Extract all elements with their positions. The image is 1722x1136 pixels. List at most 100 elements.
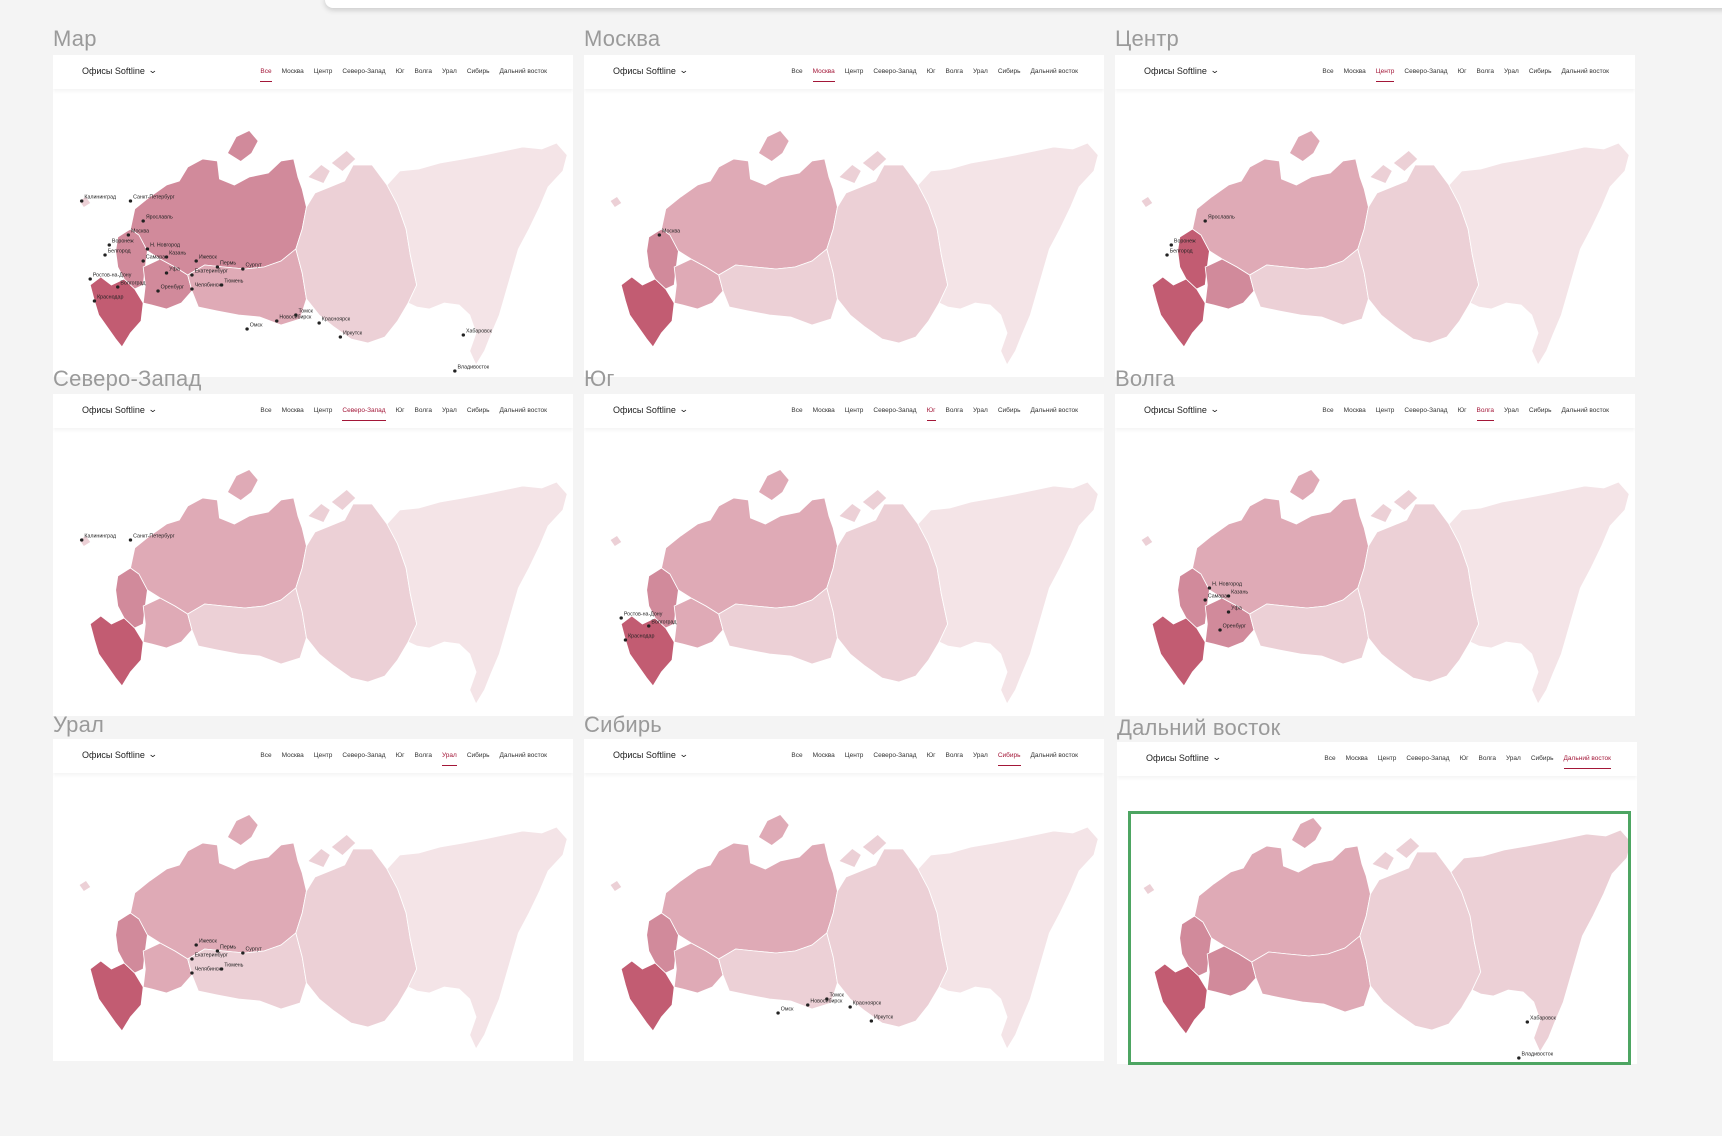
tab-region[interactable]: Волга — [414, 752, 432, 759]
offices-dropdown[interactable]: Офисы Softline ⌄ — [613, 404, 689, 415]
city-marker[interactable] — [190, 287, 194, 291]
tab-region[interactable]: Северо-Запад — [873, 407, 917, 414]
tab-region[interactable]: Юг — [1459, 755, 1469, 762]
tab-region[interactable]: Волга — [414, 407, 432, 414]
tab-region[interactable]: Сибирь — [997, 407, 1021, 414]
tab-region[interactable]: Юг — [926, 407, 936, 421]
city-marker[interactable] — [190, 957, 194, 961]
tab-region[interactable]: Урал — [441, 407, 457, 414]
offices-dropdown[interactable]: Офисы Softline ⌄ — [82, 65, 158, 76]
city-marker[interactable] — [156, 289, 160, 293]
city-marker[interactable] — [80, 538, 84, 542]
tab-region[interactable]: Все — [791, 68, 803, 75]
city-marker[interactable] — [128, 538, 133, 542]
tab-region[interactable]: Москва — [1343, 68, 1366, 75]
city-marker[interactable] — [825, 997, 829, 1001]
map-region[interactable] — [620, 615, 675, 687]
map-region[interactable] — [661, 158, 838, 276]
city-marker[interactable] — [103, 253, 107, 257]
city-marker[interactable] — [848, 1005, 852, 1009]
map-region[interactable] — [89, 615, 144, 687]
tab-region[interactable]: Центр — [1377, 755, 1397, 762]
tab-region[interactable]: Урал — [1503, 407, 1519, 414]
offices-dropdown[interactable]: Офисы Softline ⌄ — [1144, 404, 1220, 415]
tab-region[interactable]: Центр — [1375, 68, 1394, 82]
tab-region[interactable]: Центр — [313, 752, 333, 759]
city-marker[interactable] — [215, 265, 220, 269]
city-marker[interactable] — [194, 259, 198, 263]
city-marker[interactable] — [1169, 243, 1173, 247]
tab-region[interactable]: Сибирь — [1528, 407, 1552, 414]
city-marker[interactable] — [219, 283, 224, 287]
tab-region[interactable]: Центр — [1375, 407, 1395, 414]
tab-region[interactable]: Центр — [844, 752, 864, 759]
tab-region[interactable]: Юг — [395, 68, 405, 75]
tab-region[interactable]: Дальний восток — [1563, 755, 1612, 769]
tab-region[interactable]: Дальний восток — [1030, 752, 1078, 759]
tab-region[interactable]: Москва — [812, 68, 836, 82]
tab-region[interactable]: Сибирь — [466, 752, 490, 759]
city-marker[interactable] — [92, 299, 97, 303]
map-region[interactable] — [386, 826, 568, 1050]
city-marker[interactable] — [869, 1019, 874, 1023]
map-region[interactable] — [130, 842, 307, 960]
city-marker[interactable] — [294, 313, 298, 317]
tab-region[interactable]: Все — [260, 407, 272, 414]
map-region[interactable] — [130, 158, 307, 276]
tab-region[interactable]: Юг — [395, 407, 405, 414]
tab-region[interactable]: Все — [791, 752, 803, 759]
tab-region[interactable]: Сибирь — [1528, 68, 1552, 75]
tab-region[interactable]: Урал — [972, 68, 988, 75]
tab-region[interactable]: Северо-Запад — [1404, 407, 1448, 414]
tab-region[interactable]: Юг — [926, 752, 936, 759]
tab-region[interactable]: Юг — [1457, 68, 1467, 75]
tab-region[interactable]: Волга — [414, 68, 432, 75]
tab-region[interactable]: Сибирь — [997, 752, 1021, 766]
tab-region[interactable]: Северо-Запад — [342, 68, 386, 75]
tab-region[interactable]: Дальний восток — [1030, 68, 1078, 75]
map-region[interactable] — [1151, 615, 1206, 687]
tab-region[interactable]: Москва — [1345, 755, 1368, 762]
tab-region[interactable]: Центр — [844, 407, 864, 414]
city-marker[interactable] — [275, 319, 279, 323]
offices-dropdown[interactable]: Офисы Softline ⌄ — [1146, 752, 1222, 763]
tab-region[interactable]: Центр — [313, 68, 333, 75]
tab-region[interactable]: Юг — [395, 752, 405, 759]
city-marker[interactable] — [245, 327, 249, 331]
city-marker[interactable] — [623, 638, 628, 642]
city-marker[interactable] — [776, 1011, 780, 1015]
map-region[interactable] — [1450, 829, 1632, 1053]
city-marker[interactable] — [241, 267, 245, 271]
map-region[interactable] — [1194, 845, 1371, 963]
map-region[interactable] — [1151, 276, 1206, 348]
tab-region[interactable]: Дальний восток — [1561, 68, 1609, 75]
tab-region[interactable]: Волга — [1476, 68, 1494, 75]
city-marker[interactable] — [190, 273, 194, 277]
city-marker[interactable] — [194, 943, 198, 947]
map-region[interactable] — [917, 826, 1099, 1050]
map-region[interactable] — [917, 142, 1099, 366]
map-region[interactable] — [620, 960, 675, 1032]
city-marker[interactable] — [1226, 610, 1231, 614]
map-region[interactable] — [89, 276, 144, 348]
city-marker[interactable] — [190, 971, 194, 975]
map-region[interactable] — [620, 276, 675, 348]
tab-region[interactable]: Все — [260, 752, 272, 759]
tab-region[interactable]: Урал — [1503, 68, 1519, 75]
tab-region[interactable]: Волга — [945, 68, 963, 75]
city-marker[interactable] — [461, 333, 466, 337]
offices-dropdown[interactable]: Офисы Softline ⌄ — [1144, 65, 1220, 76]
tab-region[interactable]: Сибирь — [1530, 755, 1554, 762]
tab-region[interactable]: Москва — [281, 752, 304, 759]
map-region[interactable] — [661, 842, 838, 960]
map-region[interactable] — [89, 960, 144, 1032]
tab-region[interactable]: Все — [791, 407, 803, 414]
tab-region[interactable]: Центр — [313, 407, 333, 414]
tab-region[interactable]: Все — [1322, 407, 1334, 414]
city-marker[interactable] — [1517, 1056, 1521, 1060]
city-marker[interactable] — [806, 1003, 810, 1007]
tab-region[interactable]: Урал — [441, 752, 457, 766]
city-marker[interactable] — [219, 967, 224, 971]
city-marker[interactable] — [145, 247, 150, 251]
map-region[interactable] — [1192, 158, 1369, 276]
